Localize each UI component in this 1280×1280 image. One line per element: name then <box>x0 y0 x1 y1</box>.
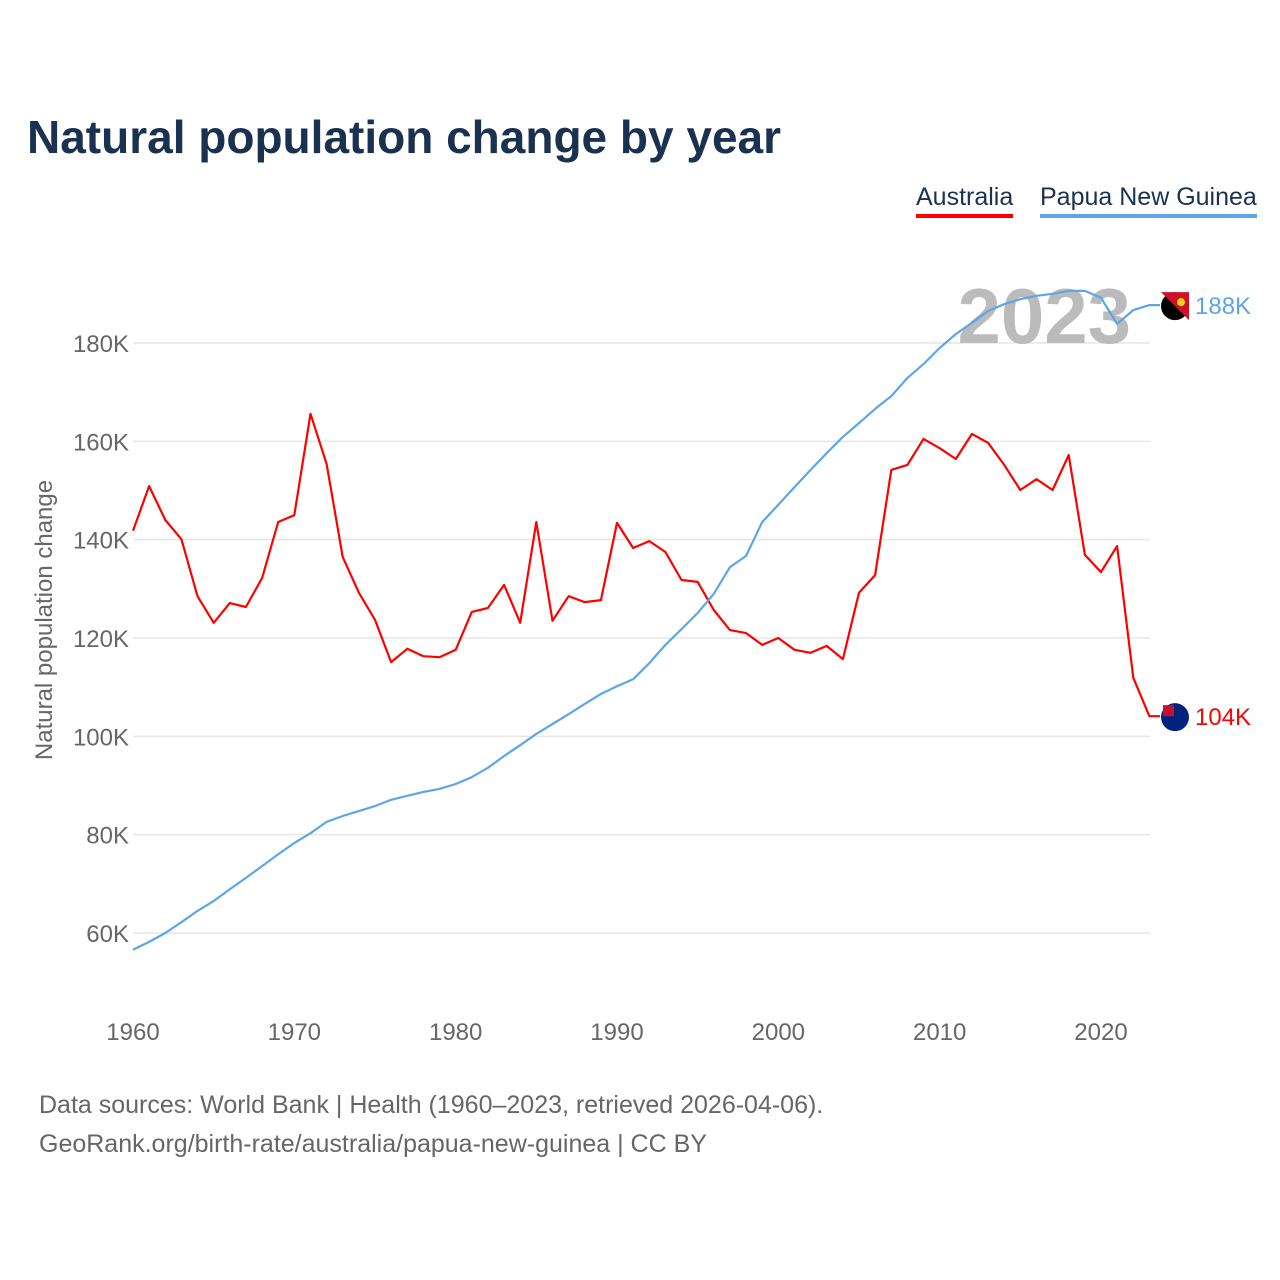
x-tick-label: 1980 <box>429 1019 482 1046</box>
footer-sources: Data sources: World Bank | Health (1960–… <box>39 1091 824 1119</box>
y-tick-label: 140K <box>73 528 129 555</box>
legend-papua-new-guinea[interactable]: Papua New Guinea <box>1040 183 1257 218</box>
y-tick-label: 180K <box>73 331 129 358</box>
y-tick-label: 160K <box>73 429 129 456</box>
y-tick-label: 100K <box>73 724 129 751</box>
x-tick-label: 1960 <box>106 1019 159 1046</box>
x-tick-label: 2020 <box>1074 1019 1127 1046</box>
end-value-label: 188K <box>1195 293 1251 320</box>
chart-title: Natural population change by year <box>27 111 782 163</box>
x-tick-label: 1970 <box>268 1019 321 1046</box>
flag-union-jack <box>1163 705 1174 717</box>
x-tick-label: 2000 <box>752 1019 805 1046</box>
x-tick-label: 1990 <box>590 1019 643 1046</box>
y-tick-label: 80K <box>86 823 129 850</box>
y-tick-label: 120K <box>73 626 129 653</box>
end-value-label: 104K <box>1195 704 1251 731</box>
flag-bird <box>1177 298 1185 307</box>
year-watermark: 2023 <box>957 272 1131 360</box>
series-line-australia <box>131 412 1160 718</box>
footer: Data sources: World Bank | Health (1960–… <box>39 1086 823 1164</box>
footer-attribution[interactable]: GeoRank.org/birth-rate/australia/papua-n… <box>39 1130 707 1158</box>
x-tick-label: 2010 <box>913 1019 966 1046</box>
series-line-papua-new-guinea <box>132 289 1160 951</box>
y-tick-label: 60K <box>86 921 129 948</box>
legend-australia[interactable]: Australia <box>916 183 1014 218</box>
y-axis-label: Natural population change <box>31 480 58 760</box>
